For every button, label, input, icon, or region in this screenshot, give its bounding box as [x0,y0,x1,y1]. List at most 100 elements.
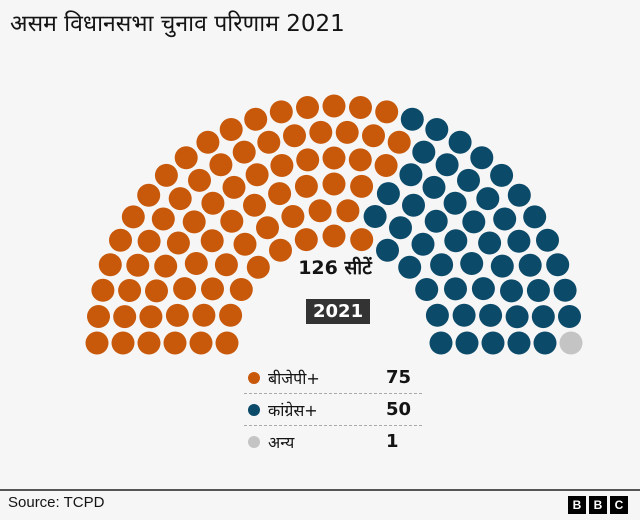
source-text: Source: TCPD [8,494,105,511]
seat-dot [219,118,243,141]
seat-dot [553,278,577,302]
seat-dot [294,228,318,252]
seat-dot [137,183,161,207]
seat-dot [154,254,178,278]
seat-dot [232,140,256,164]
bbc-logo: B B C [568,496,628,514]
seat-dot [350,174,374,198]
seat-dot [507,331,531,355]
seat-dot [322,146,346,170]
legend-value: 1 [386,431,399,452]
seat-dot [215,331,239,355]
year-badge: 2021 [306,299,371,324]
legend-item: बीजेपी+ 75 [244,362,422,394]
legend: बीजेपी+ 75 कांग्रेस+ 50 अन्य 1 [244,362,422,457]
seat-dot [374,154,398,177]
seat-dot [245,163,269,187]
seat-dot [348,148,372,172]
legend-value: 75 [386,367,412,388]
seat-dot [87,305,110,328]
seat-dot [126,253,150,277]
seat-dot [505,305,529,329]
legend-dot [248,371,260,384]
seat-dot [322,94,346,118]
seat-dot [490,163,514,187]
seat-dot [507,183,531,207]
seat-dot [402,193,425,217]
seat-dot [209,153,233,177]
seat-dot [109,228,132,252]
total-seats-label: 126 सीटें [298,257,372,279]
seat-dot [399,163,423,187]
seat-dot [336,199,360,223]
legend-label: कांग्रेस+ [268,400,318,420]
seat-dot [244,107,268,131]
seat-dot [322,224,346,248]
seat-dot [222,175,246,199]
seat-dot [296,96,319,119]
seat-dot [174,146,198,170]
seat-dot [448,130,472,154]
seat-dot [188,168,211,192]
seat-dot [350,228,374,252]
seat-dot [558,305,581,328]
logo-letter: C [610,496,628,514]
seat-dot [322,172,346,196]
seat-dot [546,253,570,277]
seat-dot [444,229,468,253]
seat-dot [246,255,270,279]
seat-dot [118,279,142,302]
seat-dot [137,331,161,355]
seat-dot [493,207,517,231]
seat-dot [145,279,168,303]
seat-dot [444,277,467,301]
seat-dot [507,229,531,253]
logo-letter: B [589,496,607,514]
seat-dot [308,199,332,223]
legend-value: 50 [386,399,412,420]
seat-dot [270,154,294,177]
seat-dot [257,130,281,154]
seat-dot [429,331,453,355]
seat-dot [220,209,244,233]
seat-dot [478,231,502,255]
seat-dot [154,163,178,187]
seat-dot [362,124,385,148]
seat-dot [518,253,542,277]
seat-dot [121,205,145,229]
seat-dot [424,209,448,233]
legend-label: बीजेपी+ [268,368,320,388]
seat-dot [111,331,135,355]
logo-letter: B [568,496,586,514]
legend-item: अन्य 1 [244,426,422,457]
seat-dot [559,331,583,355]
seat-dot [173,277,197,301]
seat-dot [296,148,320,172]
seat-dot [531,305,555,329]
seat-dot [166,231,190,255]
seat-dot [151,207,175,231]
seat-dot [363,205,387,228]
seat-dot [269,238,292,262]
seat-dot [430,253,454,277]
seat-dot [201,277,224,301]
seat-dot [425,303,449,327]
seat-dot [490,254,514,278]
seat-dot [443,191,467,215]
seat-dot [523,205,547,229]
seat-dot [201,191,225,215]
seat-dot [184,252,208,275]
seat-dot [425,118,449,141]
seat-dot [400,107,424,131]
seat-dot [470,146,494,170]
seat-dot [281,205,305,228]
seat-dot [460,252,484,275]
legend-item: कांग्रेस+ 50 [244,394,422,426]
seat-dot [398,255,422,279]
seat-dot [196,130,220,154]
seat-dot [471,277,495,301]
seat-dot [214,253,238,277]
seat-dot [452,303,476,327]
seat-dot [163,331,187,355]
legend-label: अन्य [268,432,295,452]
